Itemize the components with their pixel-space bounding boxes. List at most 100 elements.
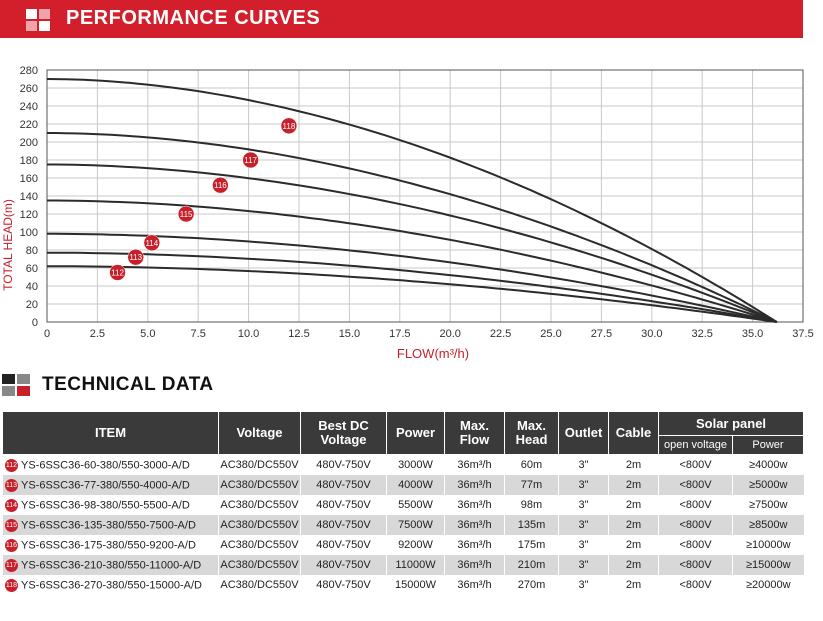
series-label-117: 117 — [244, 156, 257, 165]
cell-outlet: 3" — [558, 535, 609, 555]
series-label-115: 115 — [180, 210, 193, 219]
cell-outlet: 3" — [558, 555, 609, 575]
cell-power: 4000W — [386, 475, 445, 495]
col-header-max-head-2: Head — [515, 432, 548, 447]
cell-item: 112 YS-6SSC36-60-380/550-3000-A/D — [2, 454, 219, 475]
cell-head: 135m — [504, 515, 559, 535]
table-row: 117 YS-6SSC36-210-380/550-11000-A/D AC380/… — [2, 555, 804, 575]
cell-open-voltage: <800V — [658, 454, 733, 475]
cell-cable: 2m — [608, 495, 659, 515]
cell-voltage: AC380/DC550V — [218, 495, 301, 515]
item-name: YS-6SSC36-175-380/550-9200-A/D — [21, 538, 196, 551]
header-banner: PERFORMANCE CURVES — [0, 0, 803, 38]
cell-cable: 2m — [608, 555, 659, 575]
technical-data-heading: TECHNICAL DATA — [0, 372, 823, 400]
series-label-114: 114 — [145, 239, 158, 248]
item-name: YS-6SSC36-210-380/550-11000-A/D — [21, 558, 202, 571]
col-header-max-flow-1: Max. — [460, 418, 489, 433]
table-row: 115 YS-6SSC36-135-380/550-7500-A/D AC380/D… — [2, 515, 804, 535]
cell-outlet: 3" — [558, 454, 609, 475]
cell-best-dc: 480V-750V — [300, 454, 387, 475]
table-row: 113 YS-6SSC36-77-380/550-4000-A/D AC380/DC… — [2, 475, 804, 495]
model-badge: 113 — [5, 478, 18, 492]
cell-flow: 36m³/h — [444, 475, 505, 495]
y-tick-label: 60 — [26, 263, 38, 275]
cell-solar-power: ≥10000w — [731, 535, 804, 555]
model-badge: 112 — [5, 458, 18, 472]
series-label-118: 118 — [283, 122, 296, 131]
y-tick-label: 180 — [20, 155, 38, 167]
cell-item: 115 YS-6SSC36-135-380/550-7500-A/D — [2, 515, 219, 535]
cell-cable: 2m — [608, 454, 659, 475]
x-tick-label: 25.0 — [540, 328, 561, 340]
cell-best-dc: 480V-750V — [300, 535, 387, 555]
series-marker-114 — [143, 234, 161, 252]
cell-best-dc: 480V-750V — [300, 475, 387, 495]
series-line-113 — [47, 251, 777, 323]
col-header-open-voltage: open voltage — [658, 435, 733, 455]
cell-solar-power: ≥4000w — [731, 454, 804, 475]
y-tick-label: 240 — [20, 101, 38, 113]
cell-outlet: 3" — [558, 495, 609, 515]
cell-voltage: AC380/DC550V — [218, 454, 301, 475]
y-tick-label: 120 — [20, 209, 38, 221]
cell-power: 3000W — [386, 454, 445, 475]
series-label-116: 116 — [214, 181, 227, 190]
x-tick-label: 10.0 — [238, 328, 259, 340]
x-tick-label: 17.5 — [389, 328, 410, 340]
cell-power: 5500W — [386, 495, 445, 515]
item-name: YS-6SSC36-60-380/550-3000-A/D — [21, 458, 190, 471]
x-tick-label: 5.0 — [140, 328, 155, 340]
col-header-max-flow-2: Flow — [459, 432, 490, 447]
x-tick-label: 32.5 — [691, 328, 712, 340]
cell-cable: 2m — [608, 475, 659, 495]
cell-head: 175m — [504, 535, 559, 555]
x-tick-label: 37.5 — [792, 328, 813, 340]
x-tick-label: 0 — [44, 328, 50, 340]
x-tick-label: 27.5 — [591, 328, 612, 340]
cell-item: 118 YS-6SSC36-270-380/550-15000-A/D — [2, 575, 219, 595]
cell-cable: 2m — [608, 535, 659, 555]
cell-voltage: AC380/DC550V — [218, 575, 301, 595]
cell-flow: 36m³/h — [444, 495, 505, 515]
y-tick-label: 40 — [26, 281, 38, 293]
col-header-solar-panel: Solar panel — [657, 411, 805, 436]
cell-voltage: AC380/DC550V — [218, 535, 301, 555]
series-line-115 — [47, 199, 778, 323]
table-row: 116 YS-6SSC36-175-380/550-9200-A/D AC380/D… — [2, 535, 804, 555]
cell-voltage: AC380/DC550V — [218, 475, 301, 495]
col-header-best-dc-2: Voltage — [320, 432, 367, 447]
series-marker-116 — [212, 176, 229, 194]
series-line-112 — [47, 265, 777, 323]
col-header-power: Power — [386, 411, 445, 455]
chart-grid — [46, 69, 804, 323]
x-tick-label: 35.0 — [742, 328, 763, 340]
x-tick-label: 22.5 — [490, 328, 511, 340]
y-axis-label: TOTAL HEAD(m) — [1, 199, 15, 291]
cell-head: 270m — [504, 575, 559, 595]
cell-outlet: 3" — [558, 515, 609, 535]
chart-axes: 0 2.5 5.0 7.5 10.0 12.5 15.0 17.5 20.0 22.5 25.0 27… — [20, 65, 814, 340]
cell-solar-power: ≥5000w — [731, 475, 804, 495]
series-label-112: 112 — [111, 269, 124, 278]
page-title: PERFORMANCE CURVES — [66, 7, 321, 29]
col-header-max-head: Max. Head — [504, 411, 559, 455]
col-header-item: ITEM — [2, 411, 219, 455]
col-header-best-dc: Best DC Voltage — [300, 411, 387, 455]
series-line-116 — [47, 163, 778, 323]
cell-solar-power: ≥15000w — [731, 555, 804, 575]
y-tick-label: 220 — [20, 119, 38, 131]
x-tick-label: 2.5 — [90, 328, 105, 340]
y-tick-label: 80 — [26, 245, 38, 257]
cell-head: 210m — [504, 555, 559, 575]
y-tick-label: 0 — [32, 317, 38, 329]
series-label-113: 113 — [129, 253, 142, 262]
model-badge: 118 — [5, 578, 18, 592]
cell-best-dc: 480V-750V — [300, 555, 387, 575]
x-tick-label: 20.0 — [439, 328, 460, 340]
item-name: YS-6SSC36-77-380/550-4000-A/D — [21, 478, 190, 491]
series-line-118 — [46, 78, 778, 323]
cell-outlet: 3" — [558, 475, 609, 495]
cell-power: 11000W — [386, 555, 445, 575]
squares-logo-icon — [2, 374, 30, 396]
